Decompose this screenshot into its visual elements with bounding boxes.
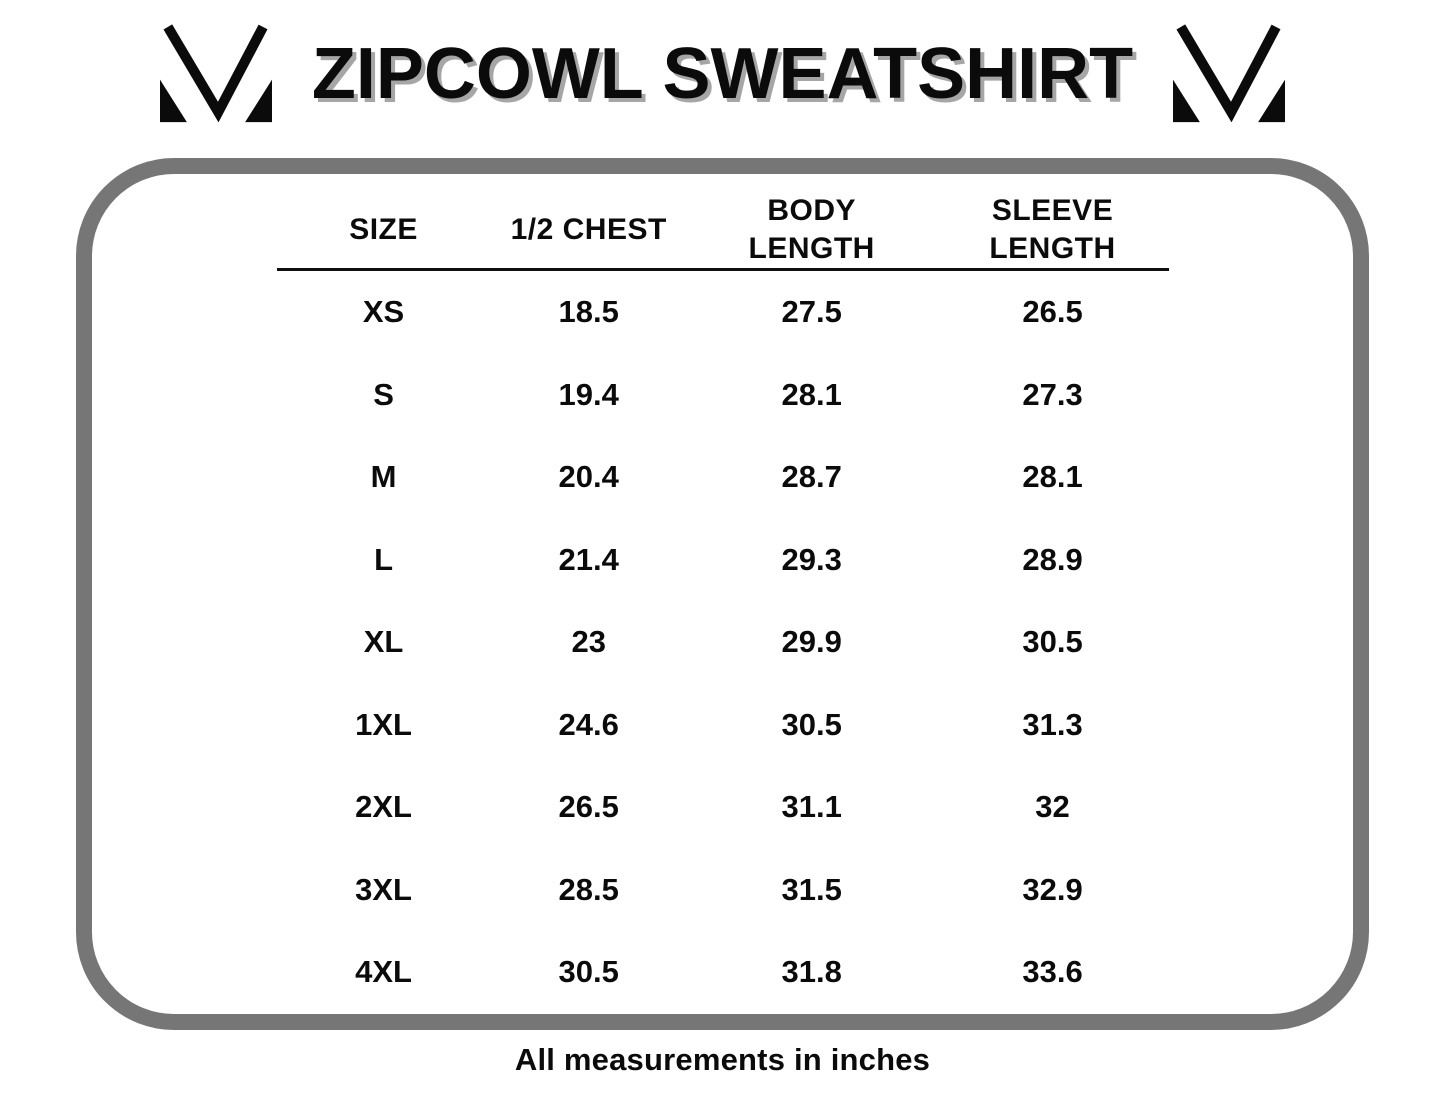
size-chart-page: ZIPCOWL SWEATSHIRT SIZE 1/2 CHEST (0, 0, 1445, 1077)
half-chest-cell: 23 (571, 624, 606, 660)
half-chest-cell: 28.5 (558, 871, 619, 907)
column-header-sleeve-length: SLEEVE LENGTH (937, 192, 1169, 268)
table-row: 1XL 24.6 30.5 31.3 (277, 684, 1169, 767)
brand-m-logo-icon (159, 24, 272, 123)
body-length-cell: 29.9 (781, 624, 842, 660)
column-header-line: BODY (767, 194, 857, 227)
sleeve-length-cell: 31.3 (1022, 706, 1083, 742)
page-title: ZIPCOWL SWEATSHIRT (311, 34, 1134, 114)
table-row: XL 23 29.9 30.5 (277, 601, 1169, 684)
brand-m-logo-icon (1173, 24, 1286, 123)
size-cell: 2XL (355, 789, 412, 825)
size-cell: S (373, 376, 394, 412)
measurements-note: All measurements in inches (514, 1042, 931, 1077)
size-cell: 1XL (355, 706, 412, 742)
header: ZIPCOWL SWEATSHIRT (0, 0, 1445, 126)
table-row: XS 18.5 27.5 26.5 (277, 271, 1169, 354)
header-divider (276, 268, 1169, 271)
brand-m-logo-icon (1173, 22, 1286, 126)
half-chest-cell: 30.5 (558, 954, 619, 990)
sleeve-length-cell: 33.6 (1022, 954, 1083, 990)
size-cell: M (370, 459, 397, 495)
table-row: 2XL 26.5 31.1 32 (277, 766, 1169, 849)
body-length-cell: 31.8 (781, 954, 842, 990)
table-row: L 21.4 29.3 28.9 (277, 519, 1169, 602)
size-cell: 4XL (355, 954, 412, 990)
column-header-half-chest: 1/2 CHEST (491, 211, 687, 249)
table-header-row: SIZE 1/2 CHEST BODY LENGTH SLEEVE LENGTH (277, 192, 1169, 268)
half-chest-cell: 18.5 (558, 294, 619, 330)
sleeve-length-cell: 30.5 (1022, 624, 1083, 660)
column-header-line: 1/2 CHEST (510, 213, 667, 246)
body-length-cell: 31.5 (781, 871, 842, 907)
table-body: XS 18.5 27.5 26.5 S 19.4 28.1 27.3 M 20.… (277, 271, 1169, 1014)
sleeve-length-cell: 26.5 (1022, 294, 1083, 330)
half-chest-cell: 21.4 (558, 541, 619, 577)
sleeve-length-cell: 32.9 (1022, 871, 1083, 907)
table-row: S 19.4 28.1 27.3 (277, 354, 1169, 437)
table-row: M 20.4 28.7 28.1 (277, 436, 1169, 519)
column-header-line: SLEEVE (991, 194, 1114, 227)
column-header-line: LENGTH (989, 232, 1116, 265)
half-chest-cell: 19.4 (558, 376, 619, 412)
brand-m-logo-icon (159, 22, 272, 126)
size-cell: XL (363, 624, 404, 660)
column-header-line: LENGTH (748, 232, 875, 265)
column-header-size: SIZE (277, 211, 491, 249)
body-length-cell: 27.5 (781, 294, 842, 330)
table-row: 4XL 30.5 31.8 33.6 (277, 931, 1169, 1014)
body-length-cell: 31.1 (781, 789, 842, 825)
half-chest-cell: 24.6 (558, 706, 619, 742)
sleeve-length-cell: 28.9 (1022, 541, 1083, 577)
body-length-cell: 29.3 (781, 541, 842, 577)
sleeve-length-cell: 32 (1035, 789, 1070, 825)
half-chest-cell: 26.5 (558, 789, 619, 825)
size-cell: L (374, 541, 393, 577)
half-chest-cell: 20.4 (558, 459, 619, 495)
sleeve-length-cell: 27.3 (1022, 376, 1083, 412)
body-length-cell: 30.5 (781, 706, 842, 742)
body-length-cell: 28.1 (781, 376, 842, 412)
size-table: SIZE 1/2 CHEST BODY LENGTH SLEEVE LENGTH (276, 192, 1169, 1014)
column-header-line: SIZE (349, 213, 418, 246)
size-cell: 3XL (355, 871, 412, 907)
column-header-body-length: BODY LENGTH (687, 192, 937, 268)
table-row: 3XL 28.5 31.5 32.9 (277, 849, 1169, 932)
size-chart-frame: SIZE 1/2 CHEST BODY LENGTH SLEEVE LENGTH (76, 158, 1369, 1030)
size-cell: XS (362, 294, 405, 330)
body-length-cell: 28.7 (781, 459, 842, 495)
sleeve-length-cell: 28.1 (1022, 459, 1083, 495)
